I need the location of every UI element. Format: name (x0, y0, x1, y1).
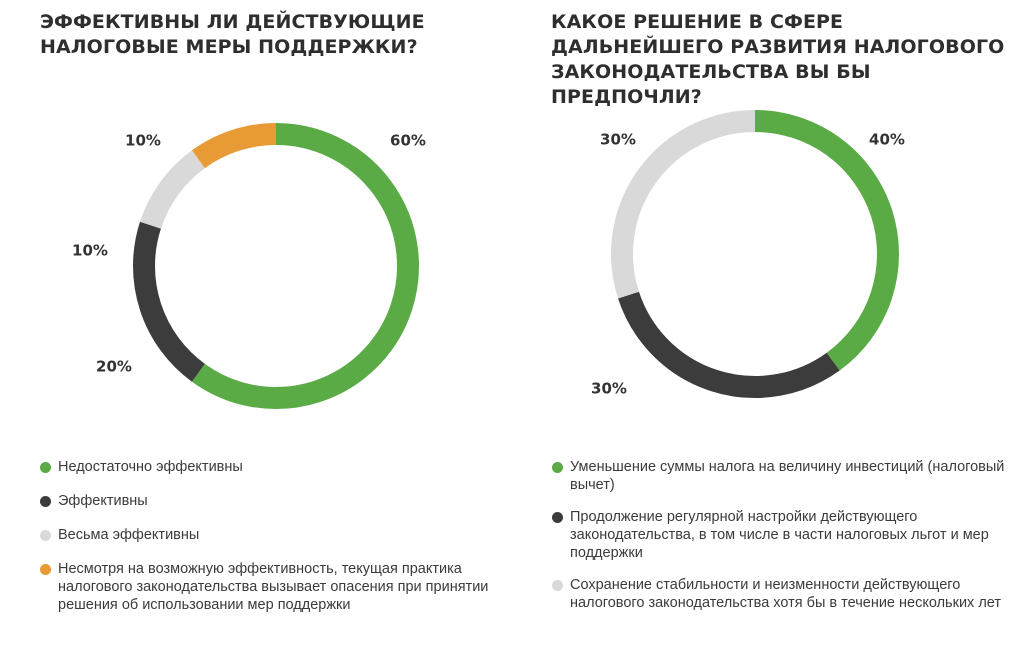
data-label: 30% (600, 131, 636, 149)
legend-swatch (552, 512, 563, 523)
legend-item: Недостаточно эффективны (40, 458, 510, 476)
legend-swatch (552, 462, 563, 473)
data-label: 30% (591, 380, 627, 398)
legend-swatch (40, 564, 51, 575)
donut-segment (618, 291, 840, 398)
donut-segment (191, 123, 419, 409)
legend-item: Несмотря на возможную эффективность, тек… (40, 560, 510, 614)
legend-label: Весьма эффективны (58, 527, 200, 543)
donut-segment (133, 221, 206, 382)
data-label: 60% (390, 132, 426, 150)
chart-title-preferred-legislation-solution: КАКОЕ РЕШЕНИЕ В СФЕРЕ ДАЛЬНЕЙШЕГО РАЗВИТ… (551, 11, 1005, 108)
data-label: 10% (125, 132, 161, 150)
legend-label: Недостаточно эффективны (58, 459, 243, 475)
chart-title-tax-support-effectiveness: ЭФФЕКТИВНЫ ЛИ ДЕЙСТВУЮЩИЕ НАЛОГОВЫЕ МЕРЫ… (40, 11, 425, 58)
data-label: 40% (869, 131, 905, 149)
legend-preferred-legislation-solution: Уменьшение суммы налога на величину инве… (552, 458, 1020, 626)
legend-label: Эффективны (58, 493, 148, 509)
legend-swatch (40, 496, 51, 507)
donut-segment (191, 123, 277, 169)
legend-swatch (552, 580, 563, 591)
legend-swatch (40, 530, 51, 541)
donut-segment (140, 150, 206, 229)
donut-segment (754, 110, 899, 371)
legend-item: Уменьшение суммы налога на величину инве… (552, 458, 1020, 494)
donut-segment (611, 110, 756, 299)
legend-swatch (40, 462, 51, 473)
legend-label: Сохранение стабильности и неизменности д… (570, 577, 1002, 611)
data-label: 10% (72, 242, 108, 260)
legend-item: Эффективны (40, 492, 510, 510)
legend-tax-support-effectiveness: Недостаточно эффективны Эффективны Весьм… (40, 458, 510, 630)
legend-item: Сохранение стабильности и неизменности д… (552, 576, 1020, 612)
data-label: 20% (96, 358, 132, 376)
legend-item: Весьма эффективны (40, 526, 510, 544)
legend-label: Продолжение регулярной настройки действу… (570, 509, 989, 561)
legend-item: Продолжение регулярной настройки действу… (552, 508, 1020, 562)
legend-label: Уменьшение суммы налога на величину инве… (570, 459, 1005, 493)
legend-label: Несмотря на возможную эффективность, тек… (58, 561, 489, 613)
